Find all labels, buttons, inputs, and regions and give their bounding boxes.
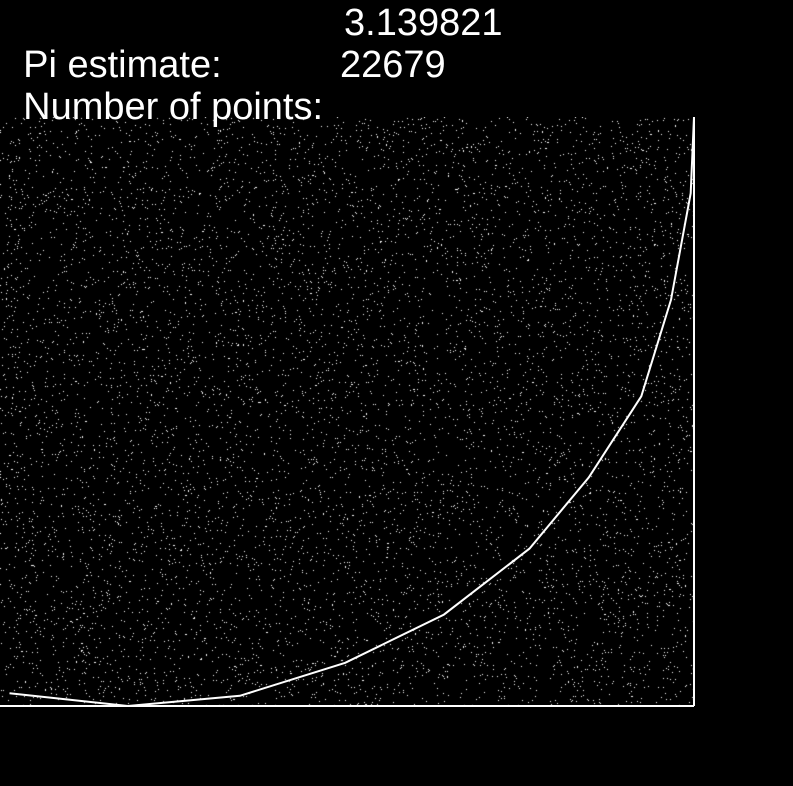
pi-estimate-label: Pi estimate: (23, 44, 222, 86)
point-count-label: Number of points: (23, 86, 324, 128)
point-count-readout: Number of points: 22679 (2, 44, 446, 170)
point-count-value: 22679 (340, 44, 446, 86)
quarter-circle-curve (9, 116, 695, 708)
pi-estimate-readout: Pi estimate: 3.139821 (2, 2, 502, 128)
scatter-point-cloud (0, 117, 694, 706)
pi-estimate-value: 3.139821 (344, 2, 503, 44)
scatter-points (0, 117, 694, 706)
